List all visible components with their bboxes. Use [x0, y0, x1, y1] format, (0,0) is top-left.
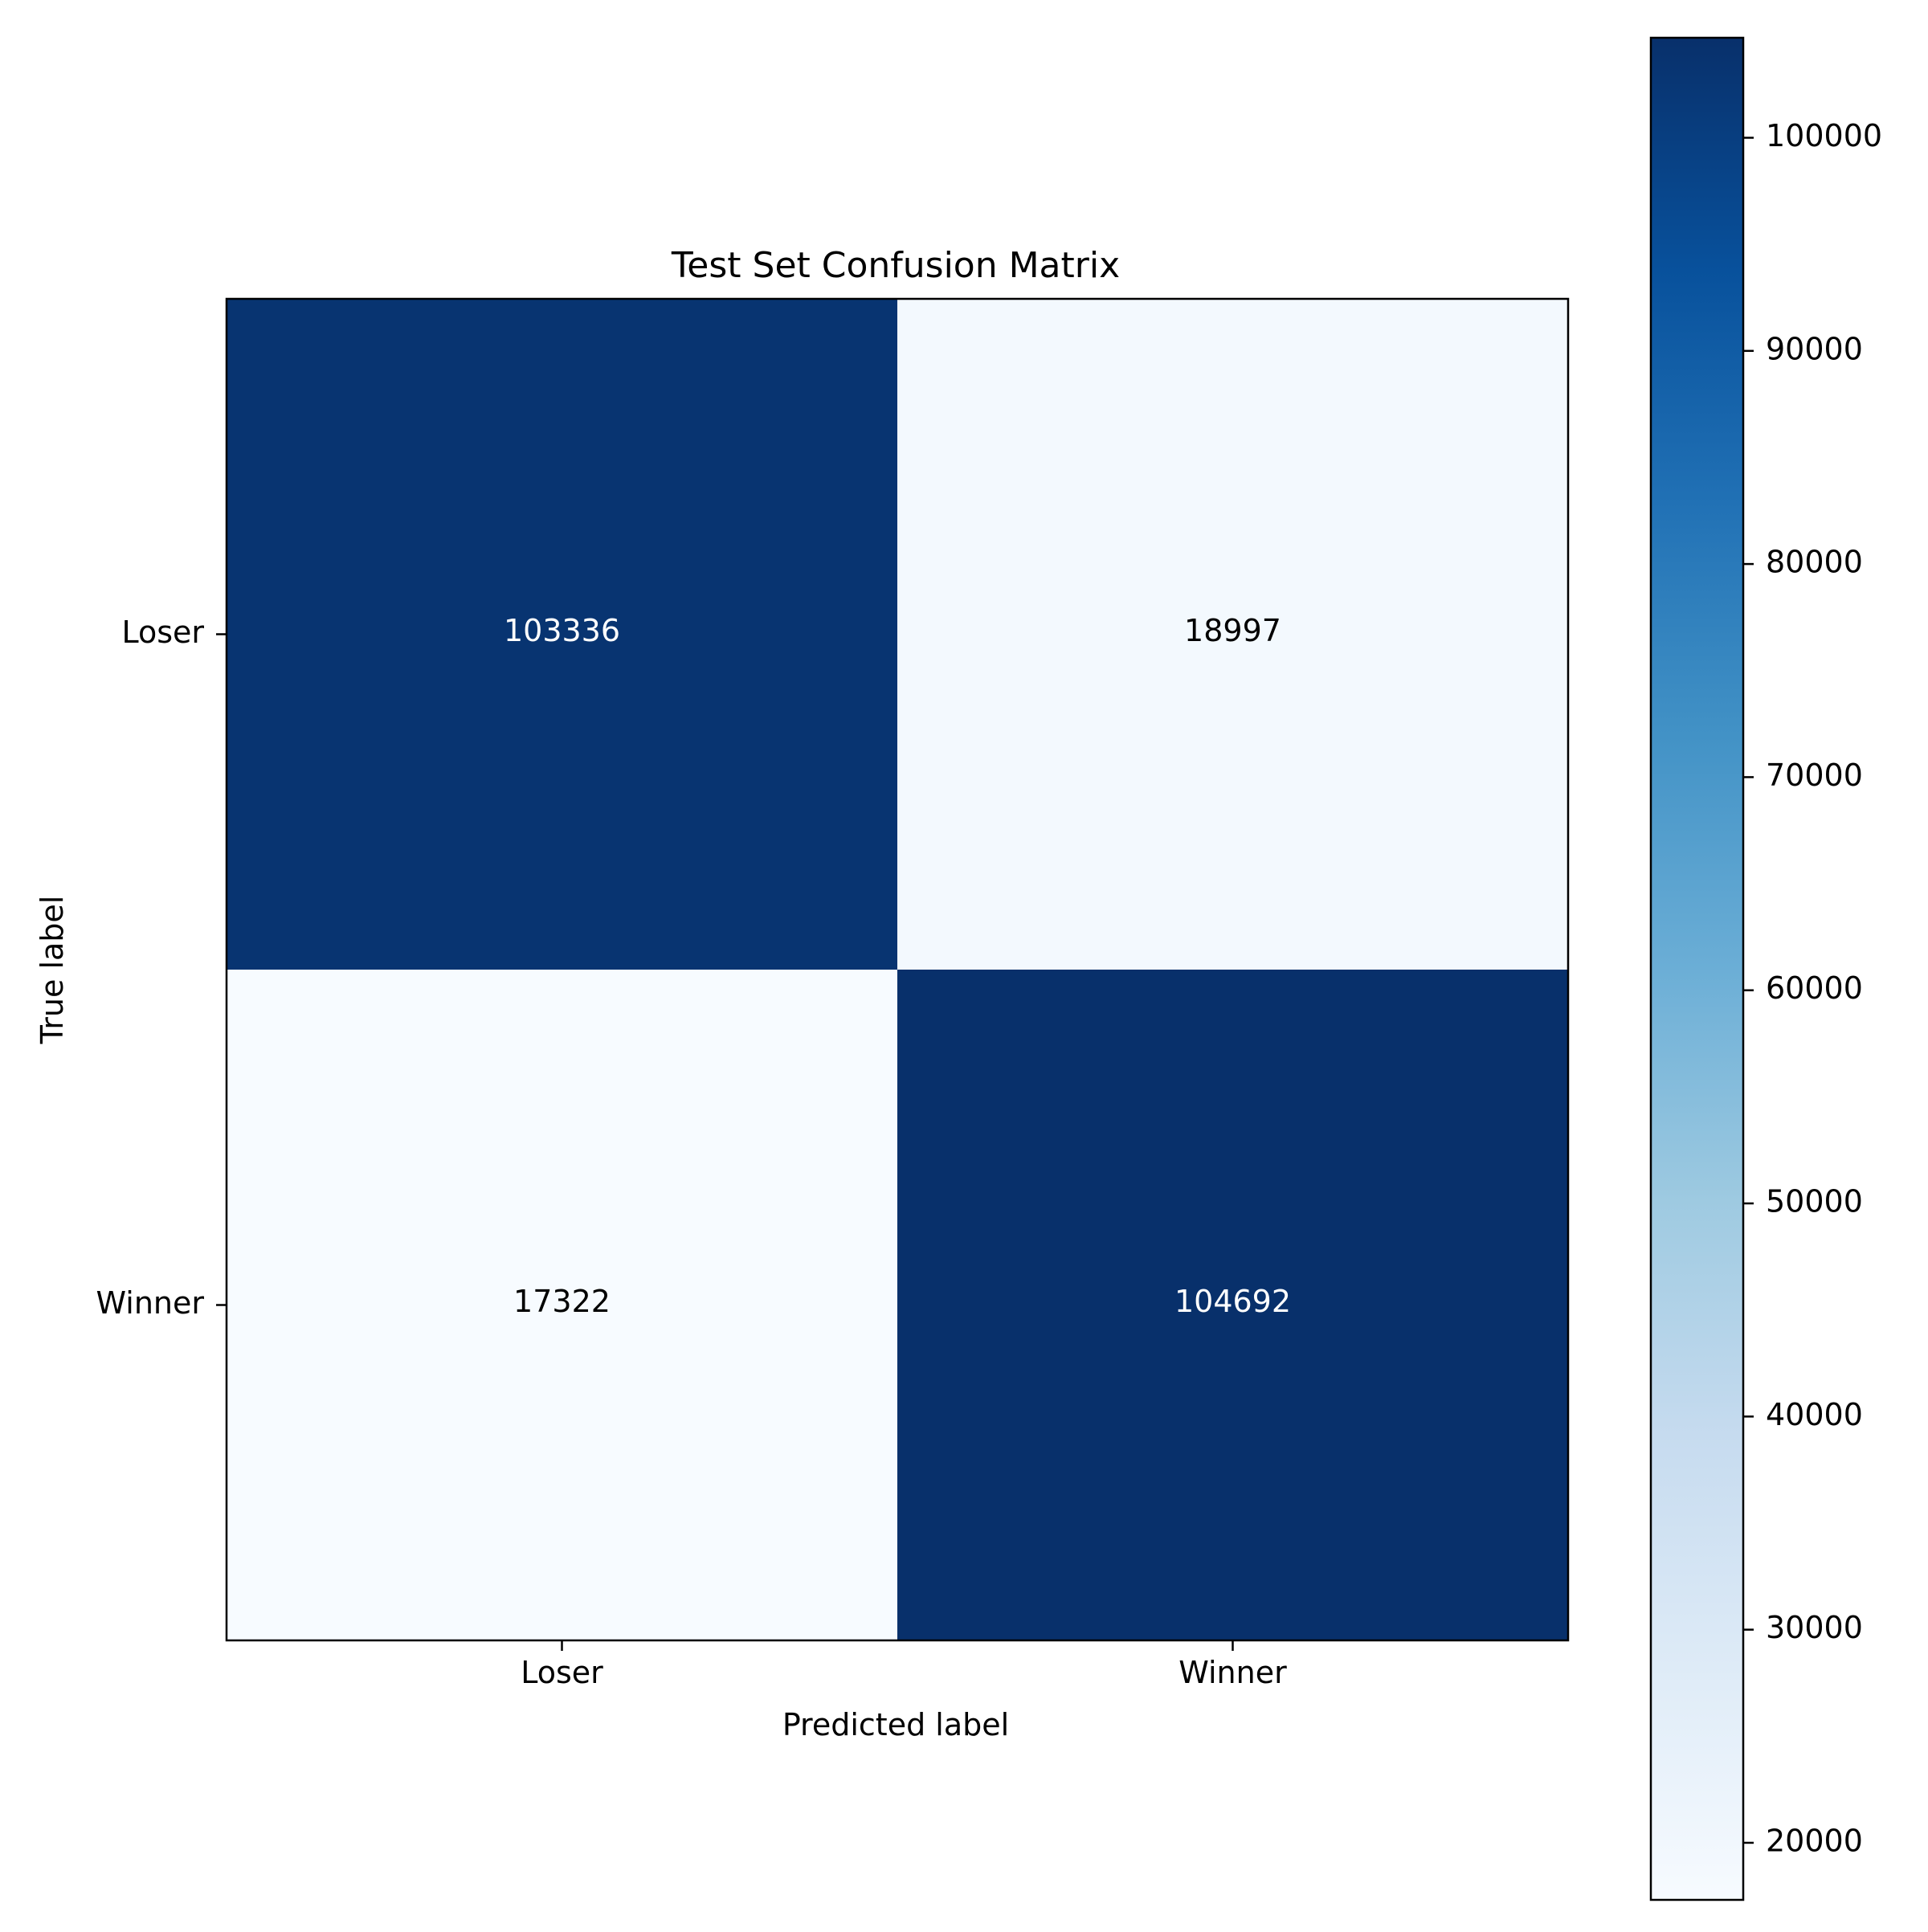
- y-axis-ticks: Loser Winner: [96, 615, 227, 1321]
- matrix-cell: [897, 299, 1569, 970]
- colorbar-tick-label: 40000: [1766, 1397, 1863, 1432]
- plot-frame: [225, 297, 1570, 1642]
- colorbar: [1649, 36, 1745, 1901]
- matrix-cell-labels: 103336 18997 17322 104692: [504, 613, 1291, 1319]
- colorbar-tick-label: 80000: [1766, 545, 1863, 580]
- chart-title: Test Set Confusion Matrix: [671, 245, 1120, 286]
- matrix-cell-value: 104692: [1174, 1284, 1291, 1319]
- colorbar-tick-label: 100000: [1766, 118, 1882, 153]
- x-axis-ticks: Loser Winner: [521, 1640, 1287, 1690]
- matrix-cell: [227, 970, 898, 1641]
- colorbar-tick-label: 90000: [1766, 331, 1863, 366]
- matrix-cell-value: 17322: [513, 1284, 611, 1319]
- y-tick-label: Loser: [121, 615, 204, 650]
- x-tick-label: Loser: [521, 1655, 603, 1690]
- matrix-cell: [897, 970, 1569, 1641]
- colorbar-ticks: 20000 30000 40000 50000 60000 70000 80000 90000…: [1743, 118, 1882, 1858]
- y-tick-label: Winner: [96, 1285, 205, 1321]
- colorbar-tick-label: 30000: [1766, 1610, 1863, 1645]
- x-axis-label: Predicted label: [782, 1707, 1009, 1742]
- matrix-cell-value: 18997: [1184, 613, 1281, 648]
- matrix-cells: [227, 299, 1569, 1641]
- x-tick-label: Winner: [1178, 1655, 1287, 1690]
- colorbar-tick-label: 20000: [1766, 1823, 1863, 1858]
- colorbar-tick-label: 60000: [1766, 970, 1863, 1006]
- matrix-cell: [227, 299, 898, 970]
- matrix-cell-value: 103336: [504, 613, 620, 648]
- colorbar-tick-label: 70000: [1766, 758, 1863, 793]
- colorbar-tick-label: 50000: [1766, 1184, 1863, 1219]
- y-axis-label: True label: [35, 896, 70, 1045]
